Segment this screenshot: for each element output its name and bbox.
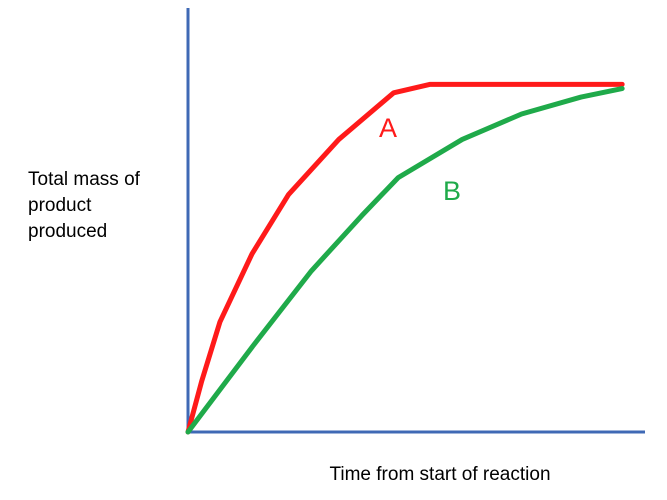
series-line <box>185 81 625 435</box>
series-label: B <box>443 176 461 206</box>
y-axis-label: product <box>28 195 92 216</box>
y-axis-label: produced <box>28 221 107 242</box>
series-line <box>185 86 625 435</box>
series-label: A <box>379 113 397 143</box>
x-axis-label: Time from start of reaction <box>329 464 550 485</box>
y-axis-label: Total mass of <box>28 169 141 190</box>
